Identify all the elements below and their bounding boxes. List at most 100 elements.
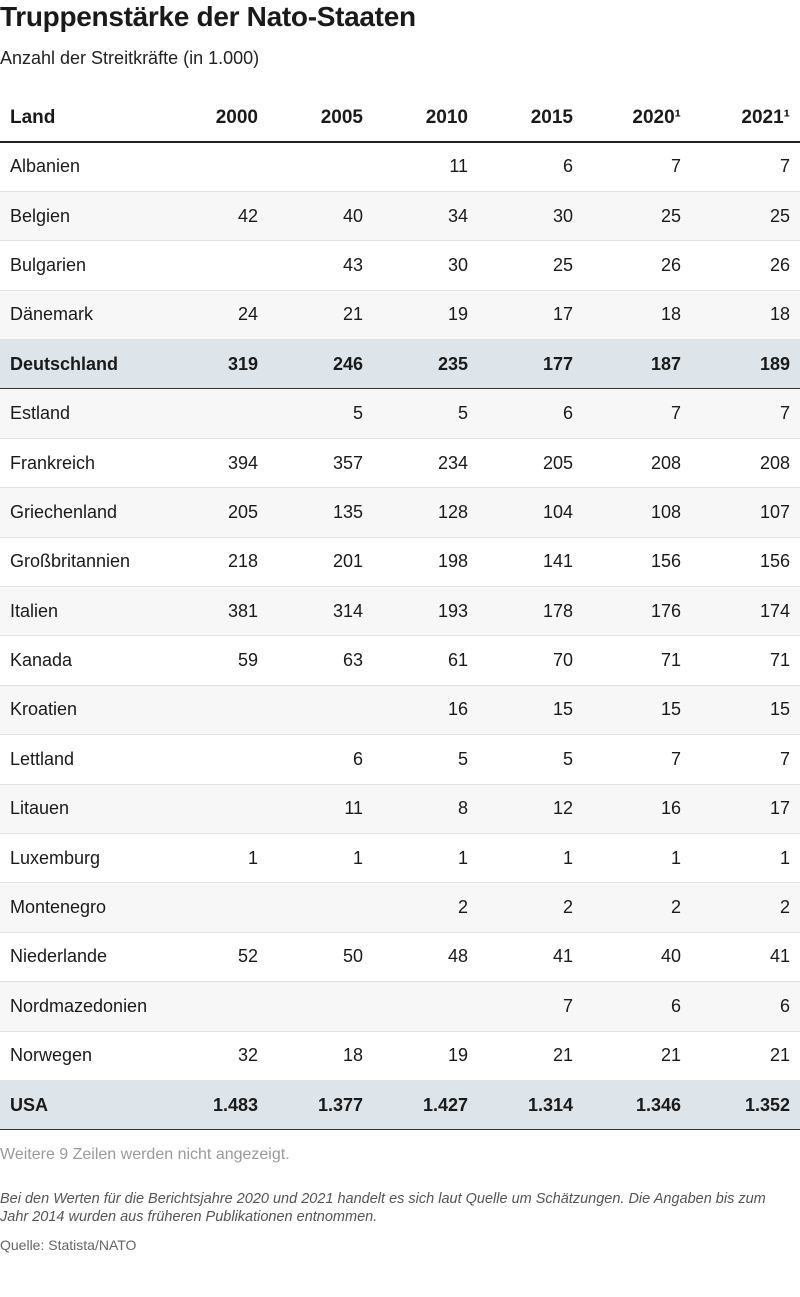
table-header-row: Land 2000 2005 2010 2015 2020¹ 2021¹: [0, 94, 800, 143]
table-row: Albanien 11 6 7 7: [0, 142, 800, 192]
value-cell: 18: [691, 290, 800, 341]
value-cell: 21: [691, 1031, 800, 1081]
value-cell: 5: [268, 388, 373, 439]
table-row: Kanada 59 63 61 70 71 71: [0, 635, 800, 686]
column-header-land: Land: [0, 94, 170, 143]
table-row: Dänemark 24 21 19 17 18 18: [0, 290, 800, 341]
value-cell: 128: [373, 487, 478, 538]
value-cell: 176: [583, 586, 691, 637]
value-cell: 1: [373, 833, 478, 884]
value-cell: [170, 734, 268, 785]
value-cell: 1.377: [268, 1079, 373, 1131]
value-cell: 394: [170, 438, 268, 489]
table-row: Belgien 42 40 34 30 25 25: [0, 191, 800, 242]
value-cell: 8: [373, 784, 478, 834]
table-row: Bulgarien 43 30 25 26 26: [0, 240, 800, 291]
table-row: Montenegro 2 2 2 2: [0, 882, 800, 933]
footnote: Bei den Werten für die Berichtsjahre 202…: [0, 1191, 766, 1225]
value-cell: 104: [478, 487, 583, 538]
value-cell: 42: [170, 191, 268, 242]
value-cell: 7: [583, 388, 691, 439]
value-cell: 40: [583, 932, 691, 983]
column-header-year: 2020¹: [583, 94, 691, 143]
country-cell: Dänemark: [0, 290, 170, 341]
value-cell: 25: [478, 240, 583, 291]
value-cell: 5: [478, 734, 583, 785]
value-cell: 108: [583, 487, 691, 538]
country-cell: Lettland: [0, 734, 170, 785]
source-line: Quelle: Statista/NATO: [0, 1237, 137, 1253]
value-cell: 41: [478, 932, 583, 983]
value-cell: 178: [478, 586, 583, 637]
country-cell: Niederlande: [0, 932, 170, 983]
value-cell: 25: [583, 191, 691, 242]
value-cell: 7: [478, 981, 583, 1032]
value-cell: 1: [691, 833, 800, 884]
value-cell: 6: [691, 981, 800, 1032]
value-cell: [170, 142, 268, 192]
hidden-rows-note: Weitere 9 Zeilen werden nicht angezeigt.: [0, 1146, 290, 1163]
table-row: Litauen 11 8 12 16 17: [0, 784, 800, 834]
value-cell: 1.314: [478, 1079, 583, 1131]
column-header-year: 2000: [170, 94, 268, 143]
value-cell: 135: [268, 487, 373, 538]
country-cell: Kroatien: [0, 685, 170, 736]
table-row: Deutschland 319 246 235 177 187 189: [0, 339, 800, 390]
table-row: USA 1.483 1.377 1.427 1.314 1.346 1.352: [0, 1079, 800, 1131]
value-cell: 7: [691, 734, 800, 785]
value-cell: 63: [268, 635, 373, 686]
value-cell: 141: [478, 537, 583, 588]
value-cell: 6: [478, 388, 583, 439]
value-cell: 26: [691, 240, 800, 291]
value-cell: 198: [373, 537, 478, 588]
table-body: Albanien 11 6 7 7 Belgien 42 40 34 30 25 25 Bulgarie…: [0, 142, 800, 1131]
value-cell: 6: [583, 981, 691, 1032]
value-cell: 2: [583, 882, 691, 933]
value-cell: [170, 784, 268, 834]
value-cell: 48: [373, 932, 478, 983]
value-cell: [170, 240, 268, 291]
value-cell: 1.483: [170, 1079, 268, 1131]
value-cell: [268, 685, 373, 736]
value-cell: 189: [691, 339, 800, 390]
value-cell: 6: [478, 142, 583, 192]
value-cell: 34: [373, 191, 478, 242]
value-cell: 19: [373, 290, 478, 341]
table-row: Griechenland 205 135 128 104 108 107: [0, 487, 800, 538]
country-cell: Litauen: [0, 784, 170, 834]
country-cell: Griechenland: [0, 487, 170, 538]
value-cell: 26: [583, 240, 691, 291]
value-cell: 205: [478, 438, 583, 489]
troop-strength-table: Land 2000 2005 2010 2015 2020¹ 2021¹ Albanien 1…: [0, 94, 800, 1131]
value-cell: 19: [373, 1031, 478, 1081]
country-cell: Frankreich: [0, 438, 170, 489]
value-cell: 246: [268, 339, 373, 390]
value-cell: 2: [373, 882, 478, 933]
value-cell: 41: [691, 932, 800, 983]
value-cell: 21: [478, 1031, 583, 1081]
value-cell: 234: [373, 438, 478, 489]
value-cell: [170, 685, 268, 736]
value-cell: [373, 981, 478, 1032]
value-cell: 16: [373, 685, 478, 736]
value-cell: 107: [691, 487, 800, 538]
value-cell: 381: [170, 586, 268, 637]
column-header-year: 2015: [478, 94, 583, 143]
value-cell: 11: [268, 784, 373, 834]
value-cell: 208: [691, 438, 800, 489]
column-header-year: 2005: [268, 94, 373, 143]
value-cell: 5: [373, 388, 478, 439]
value-cell: 17: [478, 290, 583, 341]
value-cell: 187: [583, 339, 691, 390]
value-cell: 1.352: [691, 1079, 800, 1131]
value-cell: [268, 981, 373, 1032]
value-cell: [170, 981, 268, 1032]
country-cell: Großbritannien: [0, 537, 170, 588]
table-row: Italien 381 314 193 178 176 174: [0, 586, 800, 637]
value-cell: 218: [170, 537, 268, 588]
value-cell: 30: [373, 240, 478, 291]
value-cell: 1.346: [583, 1079, 691, 1131]
value-cell: 25: [691, 191, 800, 242]
value-cell: 32: [170, 1031, 268, 1081]
value-cell: [170, 882, 268, 933]
